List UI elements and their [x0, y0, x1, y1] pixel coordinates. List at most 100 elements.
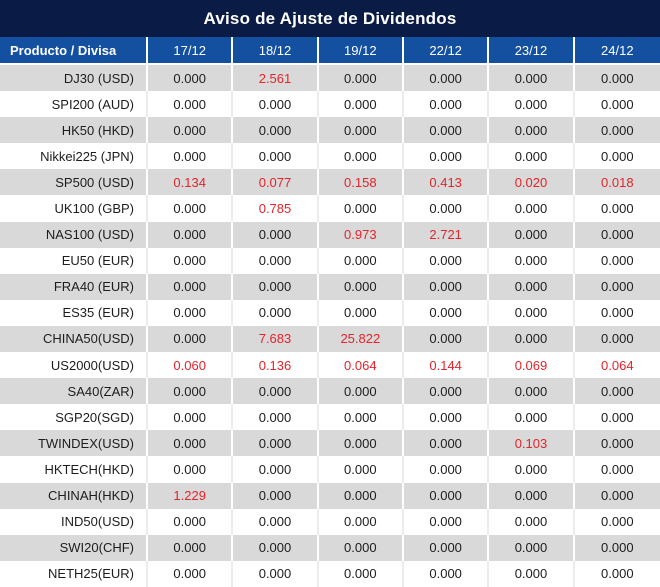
value-cell: 0.000: [148, 560, 234, 587]
product-cell: EU50 (EUR): [0, 247, 148, 274]
value-cell: 0.000: [318, 195, 404, 222]
value-cell: 0.000: [148, 143, 234, 170]
value-cell: 0.064: [574, 352, 660, 379]
value-cell: 0.000: [574, 456, 660, 483]
value-cell: 0.000: [148, 325, 234, 353]
value-cell: 0.000: [233, 378, 319, 405]
value-cell: 0.000: [233, 508, 319, 535]
value-cell: 0.000: [574, 65, 660, 92]
value-cell: 0.000: [148, 299, 234, 326]
value-cell: 0.000: [574, 482, 660, 509]
value-cell: 0.000: [148, 195, 234, 222]
value-cell: 0.000: [574, 378, 660, 405]
value-cell: 0.000: [574, 430, 660, 457]
value-cell: 0.000: [233, 404, 319, 431]
value-cell: 0.000: [403, 378, 490, 405]
value-cell: 0.000: [403, 482, 490, 509]
product-cell: US2000(USD): [0, 352, 148, 379]
value-cell: 0.000: [148, 404, 234, 431]
table-row: US2000(USD) 0.060 0.136 0.064 0.144 0.069 0.06…: [0, 352, 660, 379]
table-row: CHINA50(USD) 0.000 7.683 25.822 0.000 0.000 0.…: [0, 325, 660, 353]
value-cell: 0.000: [574, 143, 660, 170]
value-cell: 0.000: [489, 378, 575, 405]
table-row: IND50(USD) 0.000 0.000 0.000 0.000 0.000 0.000: [0, 508, 660, 535]
value-cell: 0.000: [489, 221, 575, 248]
date-header-cell: 18/12: [233, 37, 319, 65]
value-cell: 0.000: [489, 65, 575, 92]
value-cell: 0.000: [403, 325, 490, 353]
product-header-cell: Producto / Divisa: [0, 37, 148, 65]
value-cell: 0.000: [489, 299, 575, 326]
table-row: SA40(ZAR) 0.000 0.000 0.000 0.000 0.000 0.000: [0, 378, 660, 405]
value-cell: 0.000: [403, 65, 490, 92]
value-cell: 25.822: [318, 325, 404, 353]
value-cell: 0.000: [148, 117, 234, 144]
value-cell: 0.000: [318, 560, 404, 587]
table-header-row: Producto / Divisa 17/12 18/12 19/12 22/12 23/…: [0, 37, 660, 65]
product-cell: SA40(ZAR): [0, 378, 148, 405]
date-header-cell: 22/12: [403, 37, 490, 65]
value-cell: 0.000: [318, 456, 404, 483]
table-row: HKTECH(HKD) 0.000 0.000 0.000 0.000 0.000 0.00…: [0, 456, 660, 483]
value-cell: 0.000: [403, 91, 490, 118]
value-cell: 0.136: [233, 352, 319, 379]
value-cell: 0.000: [403, 430, 490, 457]
value-cell: 0.000: [403, 404, 490, 431]
value-cell: 0.000: [489, 560, 575, 587]
table-row: ES35 (EUR) 0.000 0.000 0.000 0.000 0.000 0.000: [0, 299, 660, 326]
value-cell: 0.000: [233, 482, 319, 509]
value-cell: 0.020: [489, 169, 575, 196]
value-cell: 0.077: [233, 169, 319, 196]
value-cell: 0.000: [233, 273, 319, 300]
value-cell: 0.000: [233, 534, 319, 561]
value-cell: 0.000: [318, 143, 404, 170]
value-cell: 0.000: [403, 299, 490, 326]
value-cell: 0.000: [403, 143, 490, 170]
product-cell: SP500 (USD): [0, 169, 148, 196]
value-cell: 0.144: [403, 352, 490, 379]
value-cell: 0.000: [574, 195, 660, 222]
value-cell: 0.000: [489, 195, 575, 222]
value-cell: 0.000: [318, 247, 404, 274]
value-cell: 0.000: [403, 508, 490, 535]
product-cell: SWI20(CHF): [0, 534, 148, 561]
table-row: SWI20(CHF) 0.000 0.000 0.000 0.000 0.000 0.000: [0, 534, 660, 561]
value-cell: 0.973: [318, 221, 404, 248]
value-cell: 0.000: [148, 247, 234, 274]
table-row: SGP20(SGD) 0.000 0.000 0.000 0.000 0.000 0.000: [0, 404, 660, 431]
product-cell: ES35 (EUR): [0, 299, 148, 326]
date-header-cell: 17/12: [148, 37, 234, 65]
product-cell: FRA40 (EUR): [0, 273, 148, 300]
value-cell: 0.000: [574, 404, 660, 431]
value-cell: 0.000: [574, 325, 660, 353]
value-cell: 0.000: [148, 456, 234, 483]
date-header-cell: 24/12: [574, 37, 660, 65]
value-cell: 0.000: [233, 299, 319, 326]
value-cell: 0.785: [233, 195, 319, 222]
value-cell: 0.000: [318, 534, 404, 561]
value-cell: 0.000: [148, 65, 234, 92]
table-row: UK100 (GBP) 0.000 0.785 0.000 0.000 0.000 0.00…: [0, 195, 660, 222]
value-cell: 0.000: [574, 534, 660, 561]
value-cell: 0.000: [489, 117, 575, 144]
value-cell: 2.721: [403, 221, 490, 248]
value-cell: 0.000: [233, 560, 319, 587]
value-cell: 0.000: [403, 117, 490, 144]
value-cell: 7.683: [233, 325, 319, 353]
table-row: SP500 (USD) 0.134 0.077 0.158 0.413 0.020 0.01…: [0, 169, 660, 196]
page-title: Aviso de Ajuste de Dividendos: [0, 0, 660, 37]
product-cell: IND50(USD): [0, 508, 148, 535]
value-cell: 0.000: [148, 91, 234, 118]
product-cell: NETH25(EUR): [0, 560, 148, 587]
table-row: FRA40 (EUR) 0.000 0.000 0.000 0.000 0.000 0.00…: [0, 273, 660, 300]
value-cell: 0.000: [574, 299, 660, 326]
value-cell: 0.000: [148, 508, 234, 535]
table-row: SPI200 (AUD) 0.000 0.000 0.000 0.000 0.000 0.0…: [0, 91, 660, 118]
value-cell: 0.000: [403, 195, 490, 222]
table-row: HK50 (HKD) 0.000 0.000 0.000 0.000 0.000 0.000: [0, 117, 660, 144]
table-row: CHINAH(HKD) 1.229 0.000 0.000 0.000 0.000 0.00…: [0, 482, 660, 509]
value-cell: 0.158: [318, 169, 404, 196]
value-cell: 0.000: [233, 247, 319, 274]
product-cell: HK50 (HKD): [0, 117, 148, 144]
